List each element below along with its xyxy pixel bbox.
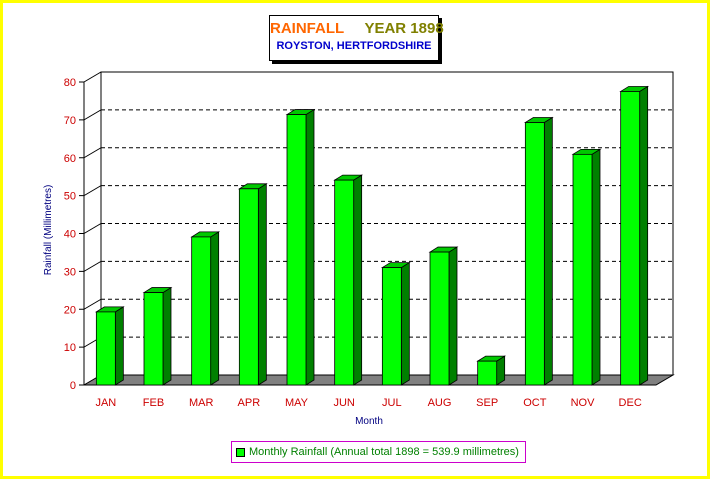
x-tick-label: JAN — [95, 397, 116, 409]
x-tick-label: JUL — [382, 397, 402, 409]
bar-side — [257, 183, 267, 386]
bar-side — [591, 148, 601, 386]
y-tick-label: 80 — [64, 77, 76, 89]
bar-front — [238, 188, 259, 386]
y-tick-label: 10 — [64, 342, 76, 354]
bar-jul — [380, 261, 411, 386]
chart-title: RAINFALL YEAR 1898 — [270, 20, 444, 37]
bar-side — [543, 116, 553, 386]
bar-nov — [571, 148, 602, 386]
bar-front — [334, 179, 355, 386]
bar-side — [210, 231, 220, 386]
bar-front — [524, 122, 545, 386]
bar-front — [620, 91, 641, 386]
bar-may — [285, 108, 316, 386]
bar-aug — [428, 246, 459, 386]
legend-label: Monthly Rainfall (Annual total 1898 = 53… — [249, 446, 519, 458]
bar-side — [162, 286, 172, 386]
y-tick-label: 40 — [64, 229, 76, 241]
bar-side — [353, 174, 363, 386]
y-tick-label: 20 — [64, 304, 76, 316]
bar-front — [286, 114, 307, 386]
bar-oct — [523, 116, 554, 386]
bar-side — [448, 246, 458, 386]
bar-front — [429, 251, 450, 386]
gridline-side — [83, 223, 102, 234]
x-tick-label: AUG — [428, 397, 452, 409]
gridline-side — [83, 260, 102, 272]
bar-front — [572, 153, 593, 386]
bar-apr — [237, 183, 268, 386]
chart-title-box: RAINFALL YEAR 1898 ROYSTON, HERTFORDSHIR… — [269, 15, 444, 61]
side-wall-top-edge — [83, 71, 102, 83]
x-tick-label: DEC — [619, 397, 642, 409]
bar-sep — [476, 355, 507, 386]
x-tick-label: NOV — [571, 397, 596, 409]
bar-feb — [142, 286, 173, 386]
x-tick-label: APR — [238, 397, 261, 409]
y-tick-label: 0 — [70, 380, 76, 392]
chart-title-rainfall: RAINFALL — [270, 20, 344, 37]
gridline-side — [83, 298, 102, 310]
bar-front — [381, 267, 402, 386]
bar-front — [477, 360, 498, 386]
bar-layer — [94, 85, 650, 386]
y-axis-title: Rainfall (Millimetres) — [43, 185, 54, 276]
chart-subtitle: ROYSTON, HERTFORDSHIRE — [276, 40, 432, 52]
x-tick-label: MAY — [285, 397, 309, 409]
x-tick-label: SEP — [476, 397, 498, 409]
x-tick-label: MAR — [189, 397, 214, 409]
legend-swatch — [236, 447, 245, 457]
x-tick-label: FEB — [143, 397, 164, 409]
bar-side — [639, 85, 649, 386]
bar-jun — [333, 174, 364, 386]
x-tick-label: OCT — [523, 397, 547, 409]
chart-title-year: YEAR 1898 — [364, 20, 444, 37]
bar-side — [400, 261, 410, 386]
bar-jan — [94, 306, 125, 386]
x-tick-label: JUN — [333, 397, 354, 409]
y-tick-label: 30 — [64, 266, 76, 278]
bar-side — [305, 108, 315, 386]
y-tick-label: 60 — [64, 153, 76, 165]
bar-front — [95, 311, 116, 386]
bar-dec — [619, 85, 650, 386]
legend: Monthly Rainfall (Annual total 1898 = 53… — [231, 441, 526, 463]
bar-side — [114, 306, 124, 386]
gridline-side — [83, 147, 102, 159]
bar-front — [143, 292, 164, 386]
label-layer: 0 10 20 30 40 50 60 70 80 JAN FEB MAR APR MAY JUN JUL AU… — [64, 77, 642, 409]
y-tick-label: 70 — [64, 115, 76, 127]
gridline-side — [83, 185, 102, 197]
gridline-side — [83, 109, 102, 121]
bar-mar — [190, 231, 221, 386]
bar-front — [191, 236, 212, 386]
y-tick-label: 50 — [64, 191, 76, 203]
x-axis-title: Month — [355, 416, 383, 427]
